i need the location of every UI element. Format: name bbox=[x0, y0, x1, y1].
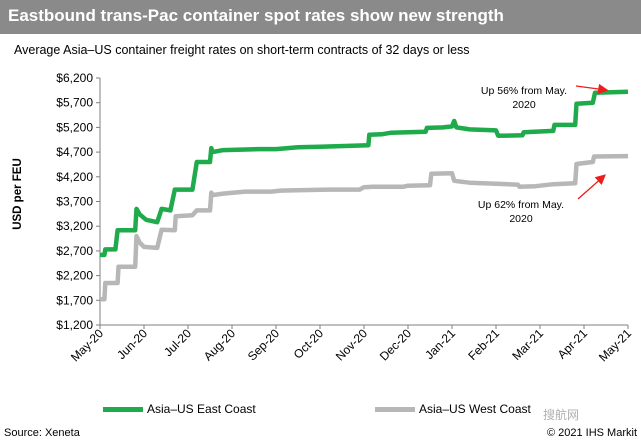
x-tick-label: Dec-20 bbox=[377, 326, 414, 363]
x-tick-label: Oct-20 bbox=[291, 326, 327, 362]
x-tick-label: Apr-21 bbox=[555, 326, 591, 362]
legend-item-west-coast: Asia–US West Coast bbox=[375, 402, 531, 416]
y-tick-label: $3,200 bbox=[56, 219, 93, 233]
legend-label-east-coast: Asia–US East Coast bbox=[147, 402, 256, 416]
chart-subtitle: Average Asia–US container freight rates … bbox=[14, 43, 470, 57]
y-tick-label: $4,700 bbox=[56, 145, 93, 159]
y-tick-label: $5,700 bbox=[56, 96, 93, 110]
x-tick-label: Jun-20 bbox=[114, 326, 150, 362]
series-line-west-coast bbox=[100, 153, 629, 302]
y-tick-label: $2,700 bbox=[56, 244, 93, 258]
source-note: Source: Xeneta bbox=[4, 427, 80, 439]
annotation-arrow-east-coast bbox=[575, 83, 609, 95]
legend-swatch-east-coast bbox=[103, 407, 143, 413]
y-tick-label: $6,200 bbox=[56, 71, 93, 85]
series-line-east-coast bbox=[100, 89, 629, 258]
chart-header-title: Eastbound trans-Pac container spot rates… bbox=[8, 6, 504, 25]
annotation-west-coast: Up 62% from May. 2020 bbox=[478, 199, 564, 225]
x-tick-label: Jul-20 bbox=[161, 326, 194, 359]
x-tick-label: Aug-20 bbox=[201, 326, 238, 363]
legend-swatch-west-coast bbox=[375, 407, 415, 413]
y-tick-label: $2,200 bbox=[56, 269, 93, 283]
y-tick-label: $5,200 bbox=[56, 120, 93, 134]
x-tick-label: May-21 bbox=[596, 326, 634, 364]
y-tick-label: $3,700 bbox=[56, 195, 93, 209]
x-tick-label: Feb-21 bbox=[465, 326, 502, 363]
x-tick-label: Mar-21 bbox=[509, 326, 546, 363]
chart-header: Eastbound trans-Pac container spot rates… bbox=[0, 0, 641, 34]
x-tick-label: Jan-21 bbox=[422, 326, 458, 362]
watermark: 搜航网 bbox=[543, 408, 580, 422]
y-tick-label: $4,200 bbox=[56, 170, 93, 184]
annotation-arrow-west-coast bbox=[577, 174, 606, 200]
y-tick-label: $1,200 bbox=[56, 318, 93, 332]
y-tick-label: $1,700 bbox=[56, 293, 93, 307]
x-tick-label: Sep-20 bbox=[245, 326, 282, 363]
legend-item-east-coast: Asia–US East Coast bbox=[103, 402, 256, 416]
annotation-east-coast: Up 56% from May. 2020 bbox=[481, 85, 567, 111]
copyright-note: © 2021 IHS Markit bbox=[546, 427, 637, 439]
legend-label-west-coast: Asia–US West Coast bbox=[419, 402, 531, 416]
x-tick-label: Nov-20 bbox=[333, 326, 370, 363]
